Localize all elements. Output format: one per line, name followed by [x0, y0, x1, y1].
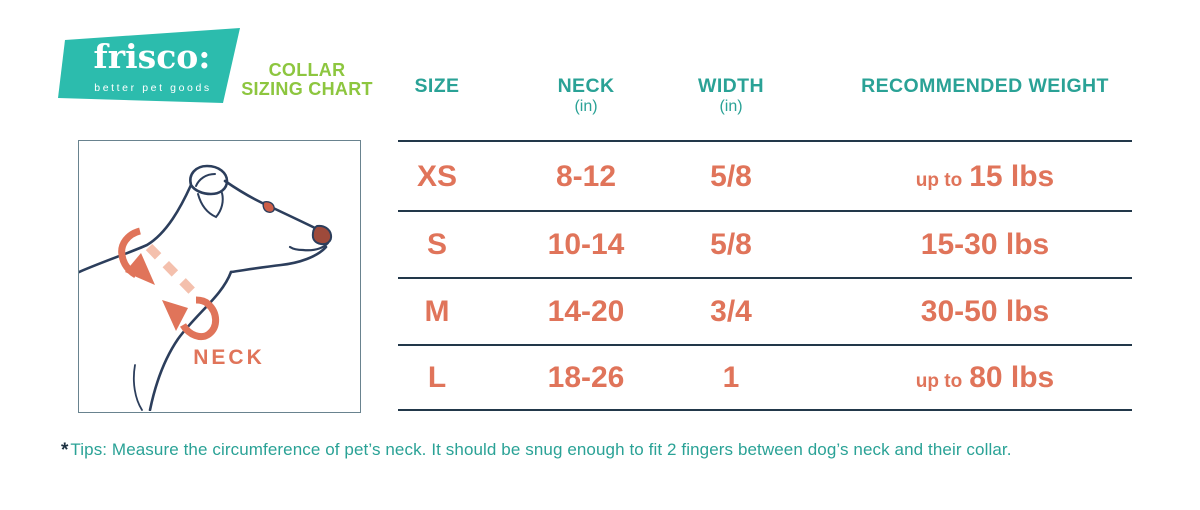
brand-name: frisco:	[93, 37, 211, 76]
page-title-line1: COLLAR	[268, 60, 346, 80]
frisco-logo: frisco: better pet goods	[55, 27, 241, 113]
row-s-weight: 15-30 lbs	[921, 228, 1049, 262]
footnote-asterisk: *	[61, 440, 69, 461]
row-m-width: 3/4	[710, 295, 752, 328]
row-l-weight-value: 80 lbs	[969, 361, 1055, 394]
row-s-width: 5/8	[710, 228, 752, 261]
header-width: WIDTH	[698, 75, 764, 97]
row-s-size: S	[426, 228, 448, 261]
row-m-size: M	[424, 295, 450, 328]
row-l-weight: up to 80 lbs	[916, 361, 1055, 395]
dog-nose	[311, 224, 333, 246]
page-title: COLLAR SIZING CHART	[232, 61, 382, 99]
header-neck: NECK	[557, 75, 615, 97]
row-xs-weight-value: 15 lbs	[969, 160, 1055, 193]
table-divider	[398, 140, 1132, 142]
dog-diagram-box: NECK	[78, 140, 361, 413]
row-xs-neck: 8-12	[555, 160, 617, 193]
row-m-weight-value: 30-50 lbs	[920, 295, 1050, 328]
row-l-weight-prefix: up to	[915, 371, 963, 392]
row-xs-size: XS	[416, 160, 458, 193]
logo-banner-shape	[58, 28, 240, 103]
header-size: SIZE	[414, 75, 460, 97]
tips-footnote: * Tips: Measure the circumference of pet’…	[61, 440, 1012, 462]
header-width-unit: (in)	[719, 98, 743, 115]
dog-illustration	[79, 164, 333, 411]
row-xs-weight: up to 15 lbs	[916, 160, 1055, 194]
row-l-size: L	[427, 361, 447, 394]
brand-tagline: better pet goods	[94, 82, 212, 94]
table-divider	[398, 277, 1132, 279]
row-l-width: 1	[722, 361, 740, 394]
row-m-neck: 14-20	[547, 295, 625, 328]
row-s-weight-value: 15-30 lbs	[920, 228, 1050, 261]
header-neck-unit: (in)	[574, 98, 598, 115]
table-divider	[398, 409, 1132, 411]
neck-measure-dashed-line	[145, 243, 199, 298]
page-title-line2: SIZING CHART	[241, 79, 373, 99]
row-xs-width: 5/8	[710, 160, 752, 193]
footnote-text: Tips: Measure the circumference of pet’s…	[70, 440, 1012, 459]
table-divider	[398, 344, 1132, 346]
neck-measure-arrows-icon	[118, 227, 220, 341]
row-m-weight: 30-50 lbs	[921, 295, 1049, 329]
header-recommended-weight: RECOMMENDED WEIGHT	[861, 75, 1109, 97]
row-l-neck: 18-26	[547, 361, 625, 394]
dog-outline	[79, 164, 330, 411]
dog-eye	[262, 201, 275, 213]
table-divider	[398, 210, 1132, 212]
neck-label: NECK	[193, 346, 265, 369]
row-xs-weight-prefix: up to	[915, 170, 963, 191]
row-s-neck: 10-14	[547, 228, 625, 261]
